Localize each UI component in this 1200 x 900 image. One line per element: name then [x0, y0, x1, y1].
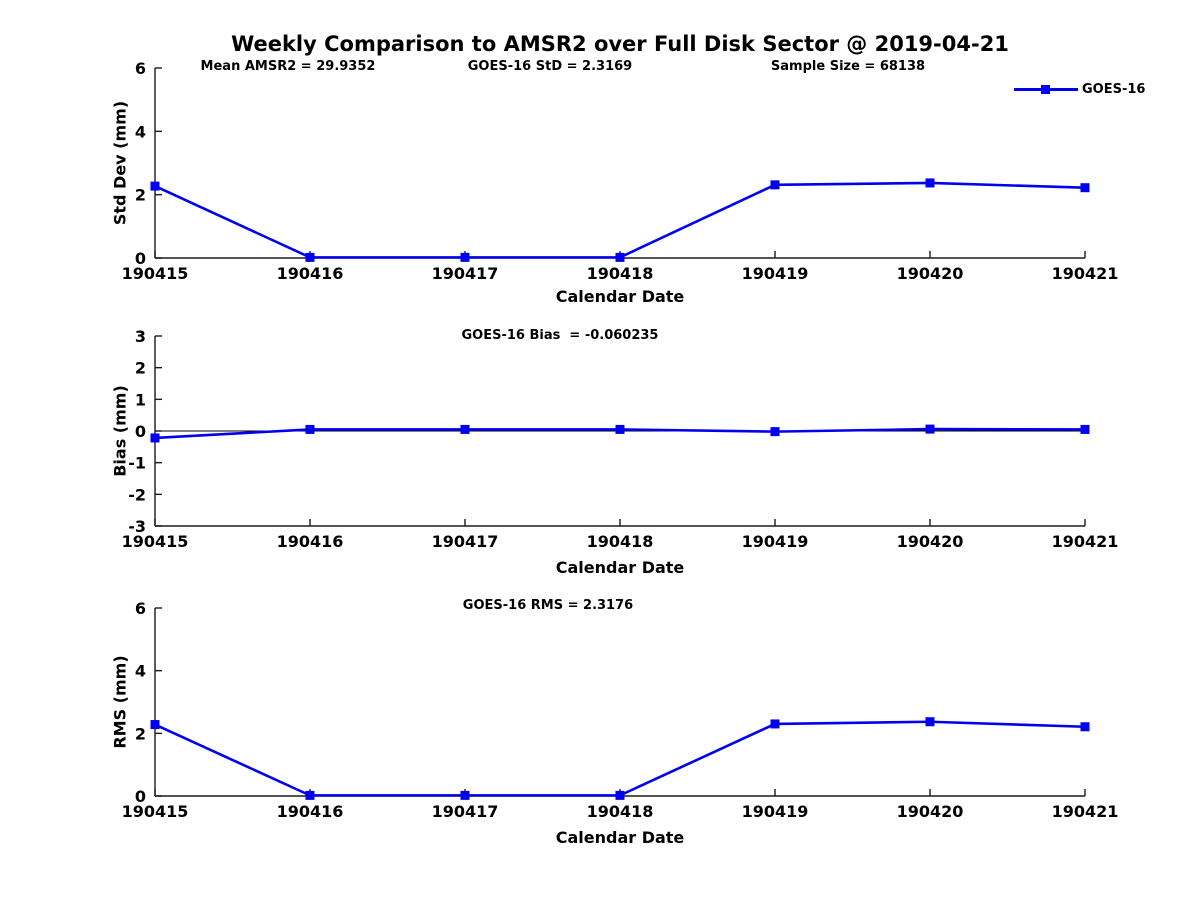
x-tick-label: 190417 [432, 532, 499, 551]
y-tick-label: 6 [135, 599, 146, 618]
y-tick-label: 2 [135, 724, 146, 743]
x-tick-label: 190421 [1052, 532, 1119, 551]
data-point-marker [770, 719, 780, 729]
legend-label: GOES-16 [1082, 82, 1146, 97]
data-point-marker [1080, 722, 1090, 732]
y-tick-label: -2 [128, 485, 146, 504]
annotation-goes16-bias: GOES-16 Bias = -0.060235 [461, 328, 659, 343]
data-point-marker [925, 717, 935, 727]
data-point-marker [150, 181, 160, 191]
y-tick-label: 2 [135, 359, 146, 378]
y-tick-label: 0 [135, 249, 146, 268]
annotation-goes16-std: GOES-16 StD = 2.3169 [467, 59, 633, 74]
x-axis-label-3: Calendar Date [555, 828, 685, 847]
data-point-marker [150, 433, 160, 443]
x-tick-label: 190415 [122, 802, 189, 821]
legend-marker-icon [1041, 85, 1050, 94]
series-line [154, 181, 1086, 259]
data-point-marker [1080, 183, 1090, 193]
annotation-mean-amsr2: Mean AMSR2 = 29.9352 [200, 59, 376, 74]
y-tick-label: 3 [135, 327, 146, 346]
data-point-marker [150, 720, 160, 730]
y-tick-label: 4 [135, 662, 146, 681]
chart-title: Weekly Comparison to AMSR2 over Full Dis… [231, 32, 1009, 56]
y-tick-label: 0 [135, 422, 146, 441]
y-tick-label: 0 [135, 787, 146, 806]
subplot-2: -3 -2 -1 0 1 2 3 190415 190416 190417 190418 190419… [122, 327, 1119, 551]
x-tick-label: 190420 [897, 532, 964, 551]
x-axis-label-1: Calendar Date [555, 287, 685, 306]
data-point-marker [305, 424, 315, 434]
data-point-marker [770, 427, 780, 437]
x-tick-label: 190419 [742, 264, 809, 283]
x-tick-label: 190419 [742, 532, 809, 551]
y-tick-label: -1 [128, 454, 146, 473]
y-tick-label: -3 [128, 517, 146, 536]
data-point-marker [615, 424, 625, 434]
x-tick-label: 190421 [1052, 802, 1119, 821]
legend: GOES-16 [1014, 80, 1164, 98]
series-line [154, 720, 1086, 797]
annotation-sample-size: Sample Size = 68138 [770, 59, 926, 74]
data-point-marker [460, 424, 470, 434]
x-tick-label: 190416 [277, 264, 344, 283]
data-point-marker [305, 252, 315, 262]
x-tick-label: 190416 [277, 532, 344, 551]
x-tick-label: 190415 [122, 264, 189, 283]
y-tick-label: 1 [135, 390, 146, 409]
y-tick-label: 6 [135, 59, 146, 78]
data-point-marker [1080, 424, 1090, 434]
data-point-marker [615, 790, 625, 800]
x-tick-label: 190418 [587, 802, 654, 821]
data-point-marker [615, 252, 625, 262]
x-tick-label: 190421 [1052, 264, 1119, 283]
subplot-3: 0 2 4 6 190415 190416 190417 190418 190419 190420… [122, 599, 1119, 821]
data-point-marker [770, 180, 780, 190]
annotation-goes16-rms: GOES-16 RMS = 2.3176 [462, 598, 634, 613]
subplot-1: 0 2 4 6 190415 190416 190417 190418 190419 190420… [122, 59, 1119, 283]
x-tick-label: 190417 [432, 264, 499, 283]
data-point-marker [925, 424, 935, 434]
x-tick-label: 190419 [742, 802, 809, 821]
x-tick-label: 190418 [587, 264, 654, 283]
x-tick-label: 190417 [432, 802, 499, 821]
y-tick-label: 2 [135, 186, 146, 205]
y-tick-label: 4 [135, 122, 146, 141]
x-tick-label: 190420 [897, 264, 964, 283]
data-point-marker [925, 178, 935, 188]
x-tick-label: 190418 [587, 532, 654, 551]
x-tick-label: 190420 [897, 802, 964, 821]
x-tick-label: 190415 [122, 532, 189, 551]
x-tick-label: 190416 [277, 802, 344, 821]
data-point-marker [305, 790, 315, 800]
data-point-marker [460, 252, 470, 262]
x-axis-label-2: Calendar Date [555, 558, 685, 577]
data-point-marker [460, 790, 470, 800]
